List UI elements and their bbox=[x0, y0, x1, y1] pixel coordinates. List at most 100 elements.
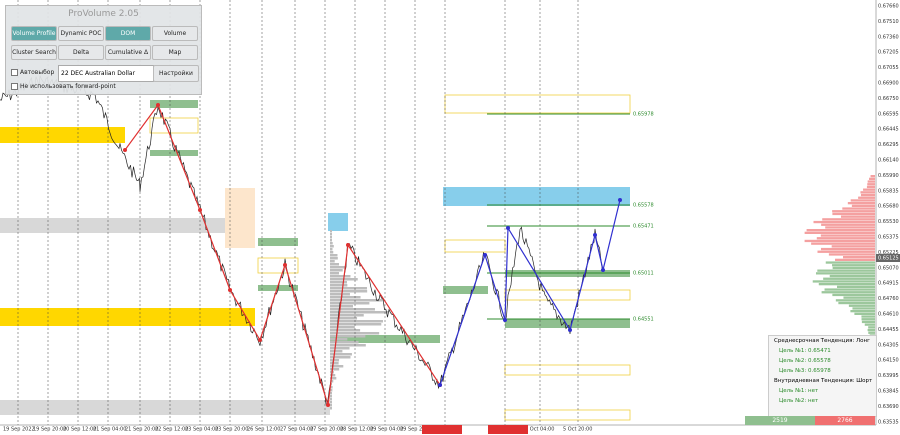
time-tick-label: 29 Sep 20:00 bbox=[400, 427, 433, 433]
volume-bar bbox=[821, 223, 875, 226]
volume-bar bbox=[330, 344, 366, 347]
volume-bar bbox=[330, 245, 334, 248]
panel-button[interactable]: Map bbox=[152, 45, 198, 60]
volume-bar bbox=[330, 257, 338, 260]
pivot bbox=[198, 208, 202, 212]
volume-bar bbox=[831, 245, 875, 248]
price-tick-label: 0.67205 bbox=[878, 50, 899, 56]
volume-bar bbox=[330, 335, 366, 338]
volume-bar bbox=[835, 258, 875, 261]
volume-bar bbox=[867, 183, 875, 186]
instrument-select[interactable]: 22 DEC Australian Dollar bbox=[58, 65, 154, 82]
gray-zone bbox=[0, 218, 230, 233]
level-label: 0.65578 bbox=[633, 203, 654, 209]
volume-bar bbox=[330, 302, 370, 305]
panel-button[interactable]: Cumulative Δ bbox=[105, 45, 151, 60]
price-tick-label: 0.64305 bbox=[878, 342, 899, 348]
time-tick-label: 27 Sep 20:00 bbox=[310, 427, 343, 433]
volume-bar bbox=[330, 230, 332, 233]
pivot bbox=[156, 103, 160, 107]
time-tick-label: 28 Sep 12:00 bbox=[340, 427, 373, 433]
volume-bar bbox=[825, 261, 875, 264]
pivot bbox=[506, 226, 510, 230]
price-tick-label: 0.65680 bbox=[878, 204, 899, 210]
volume-bar bbox=[851, 204, 875, 207]
volume-bar bbox=[847, 202, 875, 205]
panel-button[interactable]: Dynamic POC bbox=[58, 26, 104, 41]
volume-bar bbox=[330, 389, 333, 392]
volume-bar bbox=[330, 287, 367, 290]
volume-bar bbox=[330, 248, 333, 251]
sell-counter: 2766 bbox=[815, 416, 875, 425]
volume-bar bbox=[837, 285, 875, 288]
medium-term-trend: Среднесрочная Тенденция: Лонг bbox=[774, 338, 870, 344]
volume-bar bbox=[330, 407, 332, 410]
price-tick-label: 0.64915 bbox=[878, 281, 899, 287]
forward-point-checkbox[interactable]: Не использовать forward-point bbox=[11, 83, 116, 90]
volume-bar bbox=[832, 210, 875, 213]
level-label: 0.64551 bbox=[633, 317, 654, 323]
volume-bar bbox=[813, 220, 875, 224]
volume-bar bbox=[330, 362, 339, 365]
price-tick-label: 0.66445 bbox=[878, 127, 899, 133]
pivot bbox=[568, 328, 572, 332]
pivot bbox=[326, 403, 330, 407]
volume-bar bbox=[817, 269, 875, 272]
panel-title: ProVolume 2.05 bbox=[68, 9, 139, 19]
volume-bar bbox=[838, 301, 875, 305]
volume-bar bbox=[804, 231, 875, 234]
volume-bar bbox=[330, 260, 335, 263]
volume-bar bbox=[812, 280, 875, 283]
volume-bar bbox=[330, 320, 383, 323]
volume-bar bbox=[330, 293, 350, 296]
price-tick-label: 0.65530 bbox=[878, 219, 899, 225]
price-tick-label: 0.66900 bbox=[878, 81, 899, 87]
volume-bar bbox=[330, 242, 333, 245]
price-tick-label: 0.66140 bbox=[878, 158, 899, 164]
volume-bar bbox=[860, 191, 875, 194]
pivot bbox=[503, 318, 507, 322]
volume-bar bbox=[330, 254, 338, 257]
volume-bar bbox=[330, 395, 332, 398]
time-tick-label: 27 Sep 04:00 bbox=[280, 427, 313, 433]
volume-bar bbox=[832, 293, 875, 297]
panel-button[interactable]: Volume Profile bbox=[11, 26, 57, 41]
zone bbox=[330, 335, 440, 343]
settings-button[interactable]: Настройки bbox=[153, 65, 199, 82]
volume-bar bbox=[330, 251, 334, 254]
volume-bar bbox=[330, 398, 332, 401]
pivot bbox=[438, 383, 442, 387]
volume-bar bbox=[821, 291, 875, 294]
target: Цель №1: 0.65471 bbox=[779, 348, 831, 354]
volume-bar bbox=[867, 180, 875, 183]
zone bbox=[150, 100, 198, 108]
time-tick-label: 21 Sep 04:00 bbox=[93, 427, 126, 433]
panel-button[interactable]: Cluster Search bbox=[11, 45, 57, 60]
volume-bar bbox=[330, 332, 380, 335]
time-tick-label: 22 Sep 12:00 bbox=[155, 427, 188, 433]
price-tick-label: 0.66750 bbox=[878, 96, 899, 102]
time-tick-label: 23 Sep 04:00 bbox=[185, 427, 218, 433]
time-tick-label: 20 Sep 12:00 bbox=[63, 427, 96, 433]
volume-bar bbox=[822, 218, 875, 221]
price-tick-label: 0.64760 bbox=[878, 296, 899, 302]
auto-select-checkbox[interactable]: Автовыбор bbox=[11, 69, 54, 76]
volume-bar bbox=[330, 353, 352, 356]
demand-zone bbox=[0, 308, 255, 326]
volume-bar bbox=[842, 207, 875, 210]
volume-bar bbox=[330, 341, 359, 344]
panel-button[interactable]: Delta bbox=[58, 45, 104, 60]
volume-bar bbox=[858, 196, 875, 199]
time-tick-label: 19 Sep 2022 bbox=[3, 427, 35, 433]
panel-button[interactable]: Volume bbox=[152, 26, 198, 41]
volume-bar bbox=[870, 175, 875, 178]
pivot bbox=[283, 263, 287, 267]
volume-bar bbox=[820, 247, 875, 251]
price-tick-label: 0.63690 bbox=[878, 404, 899, 410]
volume-bar bbox=[330, 329, 361, 332]
panel-button[interactable]: DOM bbox=[105, 26, 151, 41]
zone bbox=[505, 319, 630, 328]
level-label: 0.65011 bbox=[633, 271, 654, 277]
volume-bar bbox=[863, 188, 875, 191]
